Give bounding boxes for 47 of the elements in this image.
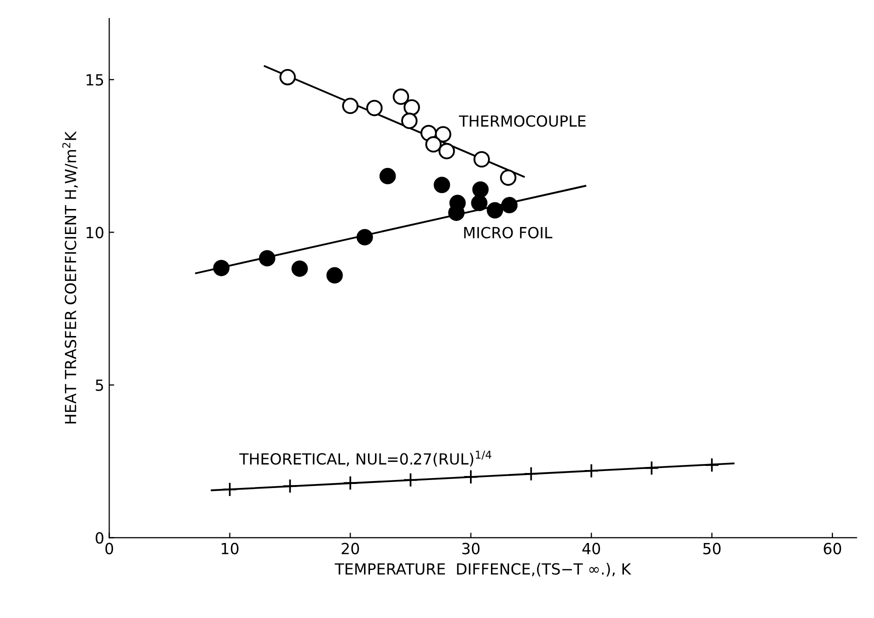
point (404, 99, 420, 116)
y-tick-label: 15 (86, 74, 104, 86)
point (326, 267, 343, 284)
point (213, 260, 230, 276)
y-axis-title: HEAT TRASFER COEFFICIENT H,W/m$^{2}$K (62, 131, 78, 424)
point (342, 98, 358, 114)
x-axis-title: TEMPERATURE DIFFENCE,(TS−T ∞.), K (334, 562, 632, 576)
point (473, 151, 490, 168)
x-tick-label: 10 (222, 542, 238, 554)
point (356, 228, 373, 246)
annotation: THERMOCOUPLE (458, 115, 586, 127)
x-tick-label: 20 (342, 542, 360, 554)
point (282, 478, 298, 494)
point (425, 136, 442, 153)
x-tick-label: 50 (703, 542, 721, 554)
point (401, 112, 418, 130)
point (279, 68, 296, 86)
point (501, 196, 518, 214)
point (500, 169, 516, 186)
point (471, 194, 488, 212)
point (524, 466, 539, 482)
point (463, 469, 478, 484)
point (472, 181, 489, 198)
point (342, 476, 358, 490)
x-tick-label: 30 (462, 542, 480, 554)
y-tick-label: 5 (96, 380, 104, 391)
point (379, 168, 396, 184)
point (486, 202, 504, 218)
point (434, 126, 452, 142)
x-tick-label: 40 (582, 542, 600, 554)
annotation: THEORETICAL, NUL=0.27(RUL)$^{1/4}$ (239, 450, 492, 466)
point (438, 142, 455, 160)
point (392, 88, 410, 105)
x-tick-label: 60 (824, 542, 842, 554)
point (584, 463, 599, 478)
point (222, 482, 238, 497)
point (258, 250, 276, 266)
annotation: MICRO FOIL (464, 226, 552, 238)
point (366, 100, 383, 116)
y-tick-label: 10 (86, 226, 104, 238)
point (434, 176, 450, 194)
point (644, 460, 660, 476)
x-tick-label: 0 (105, 542, 114, 554)
point (403, 472, 418, 488)
point (704, 458, 720, 472)
point (291, 260, 308, 277)
y-tick-label: 0 (96, 532, 104, 544)
